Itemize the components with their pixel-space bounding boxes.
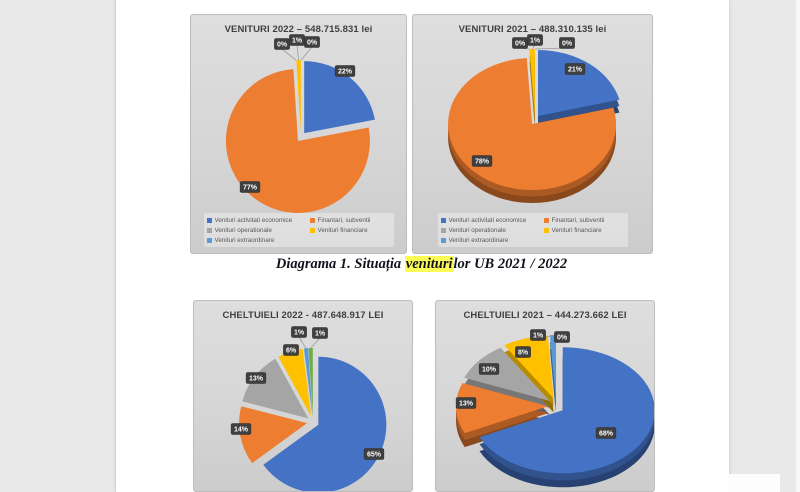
data-label-chip: 13% [245, 372, 267, 384]
svg-text:1%: 1% [315, 331, 326, 338]
data-label-chip: 1% [312, 327, 328, 339]
legend-label: Finantari, subventii [551, 216, 605, 224]
data-label-chip: 0% [304, 36, 320, 48]
data-label-chip: 21% [564, 63, 586, 75]
chart-panel-venituri-2021: VENITURI 2021 – 488.310.135 lei 21% 78% 0%… [412, 14, 653, 254]
svg-text:0%: 0% [277, 42, 288, 49]
chart-title: VENITURI 2022 – 548.715.831 lei [224, 24, 373, 35]
data-label-chip: 1% [530, 329, 546, 341]
svg-text:65%: 65% [367, 452, 382, 459]
legend-item: Venituri activitati economice [440, 215, 544, 225]
figure-caption: Diagrama 1. Situația veniturilor UB 2021… [115, 256, 728, 273]
legend-item: Venituri financiare [543, 225, 625, 235]
data-label-chip: 78% [471, 155, 493, 167]
data-label-chip: 13% [455, 397, 477, 409]
svg-text:77%: 77% [243, 185, 258, 192]
legend-label: Venituri financiare [551, 226, 602, 234]
chart-legend: Venituri activitati economice Finantari, … [203, 213, 394, 247]
chart-title: VENITURI 2021 – 488.310.135 lei [458, 24, 607, 35]
legend-swatch [440, 227, 446, 233]
legend-item: Venituri financiare [309, 225, 391, 235]
legend-item: Finantari, subventii [309, 215, 391, 225]
pie-chart-venituri-2022: 22% 77% 0% 1% 0% [225, 34, 375, 213]
data-label-chip: 65% [363, 448, 385, 460]
legend-swatch [309, 217, 315, 223]
svg-text:10%: 10% [482, 367, 497, 374]
data-label-chip: 0% [274, 38, 290, 50]
caption-prefix: Diagrama 1. Situația [275, 256, 405, 272]
svg-text:0%: 0% [515, 41, 526, 48]
svg-text:0%: 0% [557, 335, 568, 342]
legend-item: Finantari, subventii [543, 215, 625, 225]
legend-item: Venituri extraordinare [440, 235, 544, 245]
legend-swatch [206, 237, 212, 243]
legend-label: Venituri activitati economice [214, 216, 293, 224]
legend-item: Venituri operationale [206, 225, 310, 235]
data-label-chip: 1% [527, 34, 543, 46]
svg-text:78%: 78% [475, 159, 490, 166]
svg-text:6%: 6% [286, 348, 297, 355]
svg-text:13%: 13% [249, 376, 264, 383]
legend-swatch [309, 227, 315, 233]
data-label-chip: 10% [478, 363, 500, 375]
data-label-chip: 0% [554, 331, 570, 343]
svg-text:1%: 1% [530, 38, 541, 45]
svg-text:8%: 8% [518, 350, 529, 357]
legend-swatch [543, 217, 549, 223]
svg-text:14%: 14% [234, 427, 249, 434]
legend-item: Venituri activitati economice [206, 215, 310, 225]
window-corner [728, 474, 780, 492]
legend-label: Venituri operationale [448, 226, 506, 234]
data-label-chip: 0% [559, 37, 575, 49]
legend-label: Venituri extraordinare [214, 236, 275, 244]
svg-text:22%: 22% [338, 69, 353, 76]
legend-swatch [206, 227, 212, 233]
legend-label: Venituri financiare [317, 226, 368, 234]
data-label-chip: 1% [291, 326, 307, 338]
pie-chart-cheltuieli-2022: 65% 14% 13% 6% 1% 1% [230, 326, 387, 491]
svg-text:1%: 1% [292, 38, 303, 45]
chart-title: CHELTUIELI 2021 – 444.273.662 LEI [463, 310, 627, 321]
chart-panel-cheltuieli-2022: CHELTUIELI 2022 - 487.648.917 LEI 65% 14%… [193, 300, 413, 492]
caption-suffix: lor UB 2021 / 2022 [453, 256, 568, 272]
chart-panel-venituri-2022: VENITURI 2022 – 548.715.831 lei 22% 77% 0%… [190, 14, 407, 254]
legend-label: Venituri activitati economice [448, 216, 527, 224]
svg-text:21%: 21% [568, 67, 583, 74]
caption-highlighted-text: venituri [404, 256, 454, 272]
svg-text:1%: 1% [294, 330, 305, 337]
legend-label: Venituri extraordinare [448, 236, 509, 244]
legend-item: Venituri extraordinare [206, 235, 310, 245]
svg-text:1%: 1% [533, 333, 544, 340]
scrollbar-track[interactable] [796, 0, 800, 492]
legend-swatch [543, 227, 549, 233]
data-label-chip: 0% [512, 37, 528, 49]
chart-legend: Venituri activitati economice Finantari, … [437, 213, 628, 247]
data-label-chip: 1% [289, 34, 305, 46]
data-label-chip: 77% [239, 181, 261, 193]
pie-chart-venituri-2021: 21% 78% 0% 1% 0% [448, 34, 620, 204]
svg-text:68%: 68% [599, 431, 614, 438]
svg-text:0%: 0% [562, 41, 573, 48]
legend-item: Venituri operationale [440, 225, 544, 235]
data-label-chip: 14% [230, 423, 252, 435]
data-label-chip: 22% [334, 65, 356, 77]
legend-swatch [206, 217, 212, 223]
data-label-chip: 8% [515, 346, 531, 358]
data-label-chip: 68% [595, 427, 617, 439]
chart-panel-cheltuieli-2021: CHELTUIELI 2021 – 444.273.662 LEI 68% 13%… [435, 300, 655, 492]
pie-chart-cheltuieli-2021: 68% 13% 10% 8% 1% 0% [455, 329, 654, 488]
legend-label: Finantari, subventii [317, 216, 371, 224]
svg-text:13%: 13% [459, 401, 474, 408]
data-label-chip: 6% [283, 344, 299, 356]
legend-swatch [440, 237, 446, 243]
legend-swatch [440, 217, 446, 223]
svg-text:0%: 0% [307, 40, 318, 47]
chart-title: CHELTUIELI 2022 - 487.648.917 LEI [222, 310, 384, 321]
legend-label: Venituri operationale [214, 226, 272, 234]
